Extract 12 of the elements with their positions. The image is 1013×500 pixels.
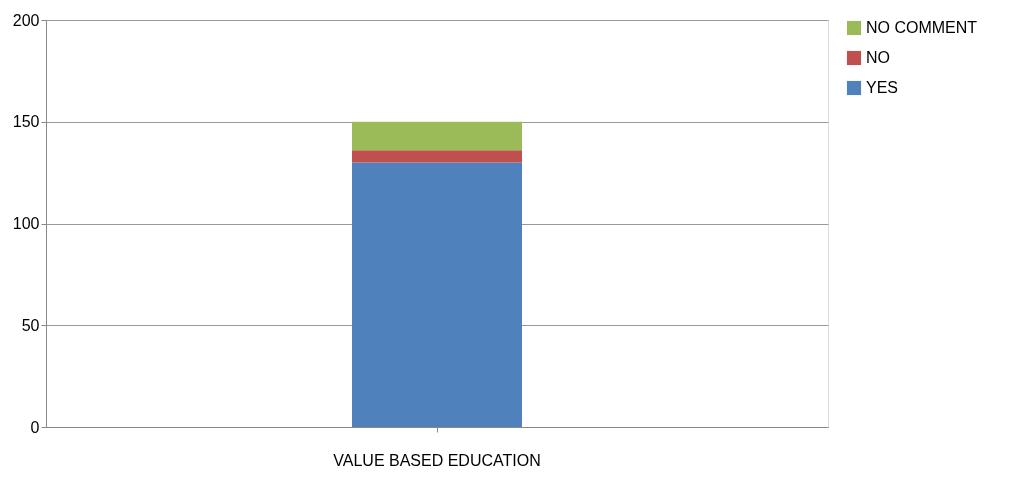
legend-label: YES [866,79,899,96]
bar [352,150,522,163]
legend-label: NO [866,49,890,66]
y-tick-label: 150 [12,113,40,131]
y-tick-label: 200 [12,11,40,29]
y-tick-label: 100 [12,215,40,232]
y-tick-label: 50 [21,316,40,334]
x-tick-label: VALUE BASED EDUCATION [333,451,541,469]
legend-label: NO COMMENT [866,19,978,36]
bar [352,162,522,427]
bar [352,121,522,151]
y-tick-label: 0 [30,418,40,436]
